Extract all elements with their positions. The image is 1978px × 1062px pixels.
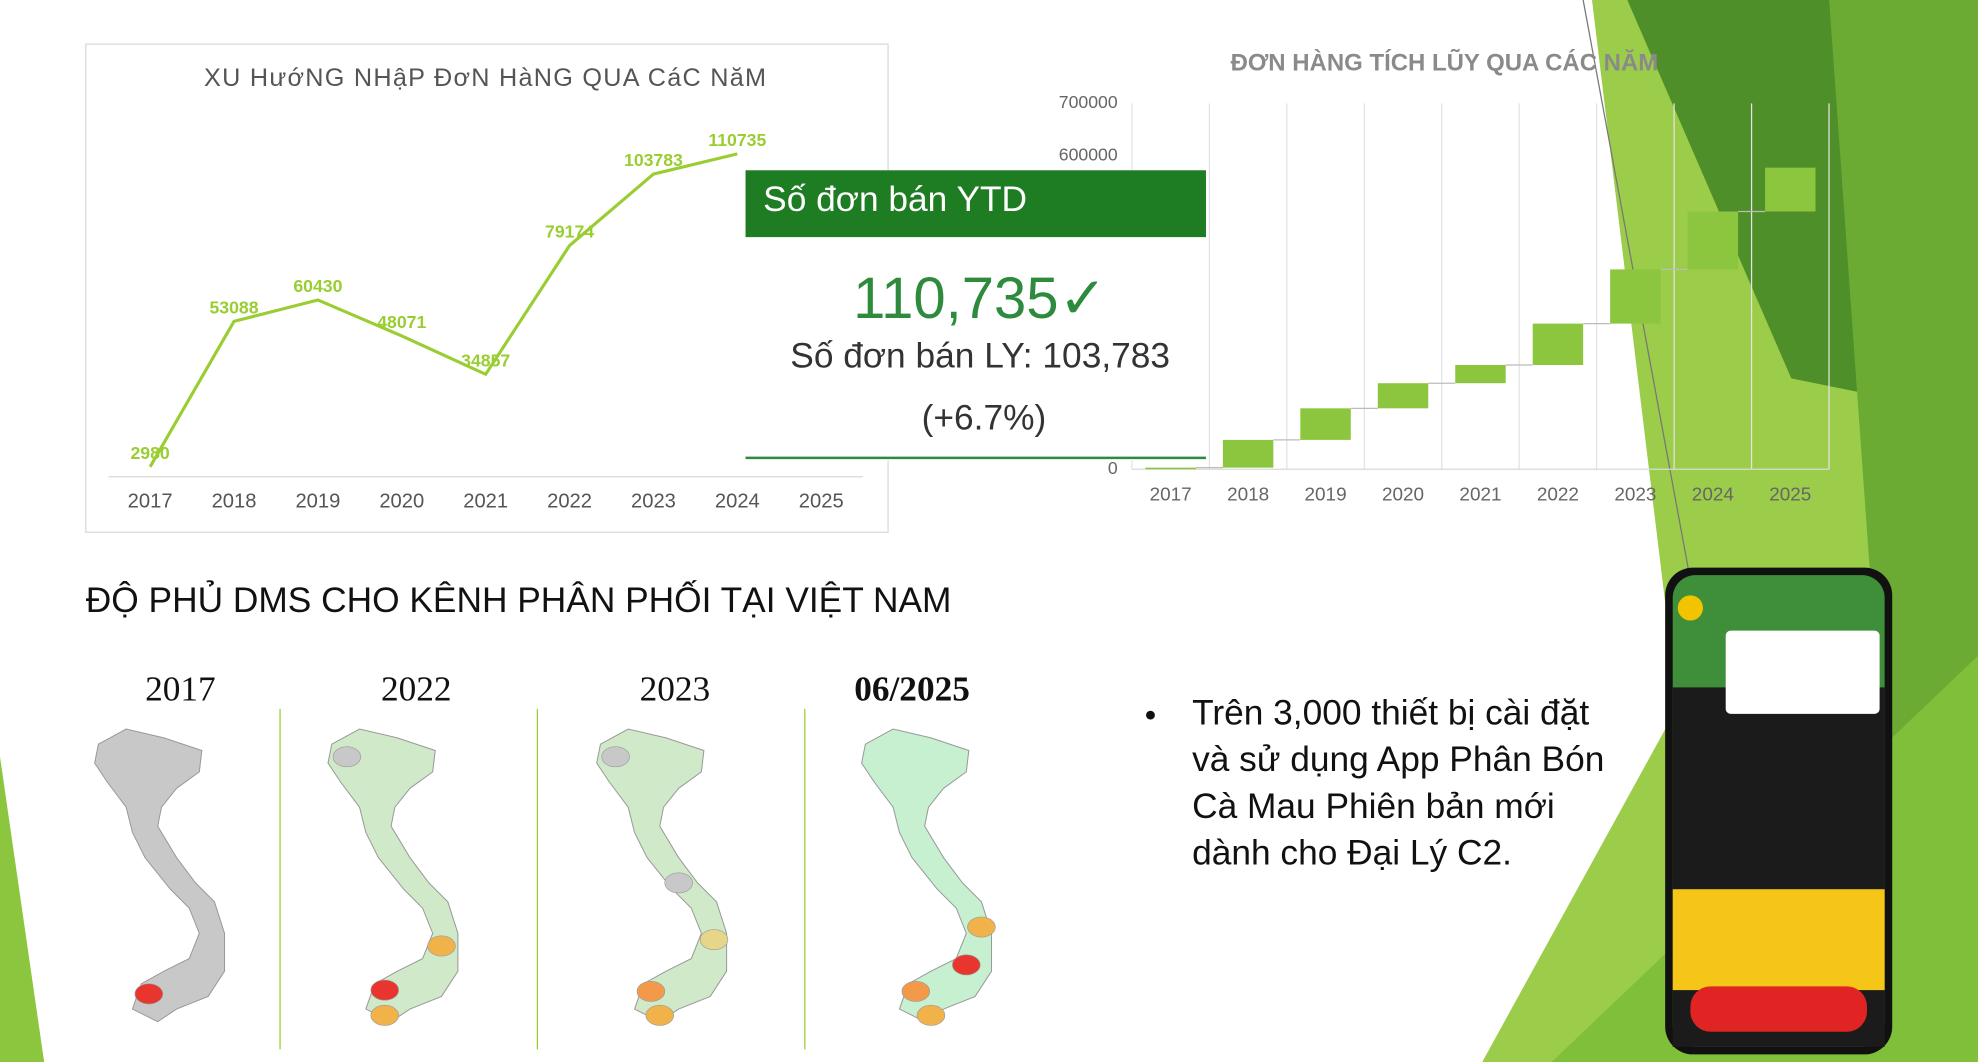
map-region <box>427 935 456 957</box>
map-region <box>664 872 693 894</box>
bar <box>1377 383 1429 409</box>
data-label: 48071 <box>377 312 426 332</box>
kpi-last-year: Số đơn bán LY: 103,783 <box>790 337 1170 376</box>
map-year: 06/2025 <box>854 670 970 709</box>
x-tick-label: 2020 <box>1382 485 1424 506</box>
bullet-line: và sử dụng App Phân Bón <box>1192 740 1604 779</box>
bar <box>1610 269 1661 324</box>
kpi-title: Số đơn bán YTD <box>763 180 1027 219</box>
x-tick-label: 2017 <box>1150 485 1192 506</box>
map-region <box>916 1004 946 1026</box>
bullet-line: Trên 3,000 thiết bị cài đặt <box>1192 693 1589 732</box>
data-label: 34857 <box>461 350 510 370</box>
phone-popup <box>1725 630 1880 714</box>
line-chart: 2017 2018 2019 2020 2021 2022 2023 2024 2025 2980… <box>108 130 863 512</box>
data-label: 79174 <box>545 222 594 242</box>
data-label: 103783 <box>624 150 683 170</box>
data-label: 2980 <box>130 443 169 463</box>
section-title: ĐỘ PHỦ DMS CHO KÊNH PHÂN PHỐI TẠI VIỆT N… <box>86 580 952 620</box>
x-tick-label: 2019 <box>295 490 340 512</box>
data-label: 60430 <box>293 276 342 296</box>
bar <box>1222 439 1274 468</box>
bullet-line: dành cho Đại Lý C2. <box>1192 833 1512 872</box>
data-label: 53088 <box>209 297 258 317</box>
map-region <box>636 980 666 1002</box>
phone-nav <box>1690 986 1867 1032</box>
bg-shape <box>0 756 45 1062</box>
y-tick-label: 0 <box>1108 458 1118 478</box>
x-tick-label: 2018 <box>212 490 257 512</box>
bullet-line: Cà Mau Phiên bản mới <box>1192 787 1555 826</box>
x-tick-label: 2019 <box>1305 485 1347 506</box>
map-year: 2022 <box>381 670 452 709</box>
map-shape <box>596 728 728 1023</box>
x-tick-label: 2025 <box>799 490 844 512</box>
bar <box>1145 467 1196 470</box>
coverage-maps: 2017 2022 2023 06/2025 <box>94 670 996 1050</box>
map-region <box>134 983 164 1005</box>
phone-logo <box>1677 595 1703 621</box>
data-label: 110735 <box>708 130 766 150</box>
chart-title: XU HướNG NHậP ĐơN HàNG QUA CáC NăM <box>204 64 767 92</box>
x-tick-label: 2018 <box>1227 485 1269 506</box>
map-region <box>901 980 931 1002</box>
bar <box>1765 167 1816 212</box>
map-region <box>952 954 981 976</box>
x-tick-label: 2023 <box>631 490 676 512</box>
x-tick-label: 2021 <box>1459 485 1501 506</box>
kpi-value: 110,735✓ <box>853 266 1107 331</box>
bullet-text: Trên 3,000 thiết bị cài đặt và sử dụng Ap… <box>1192 693 1604 872</box>
map-region <box>370 979 399 1001</box>
x-tick-label: 2020 <box>379 490 424 512</box>
x-tick-label: 2024 <box>715 490 760 512</box>
map-region <box>370 1004 399 1026</box>
y-tick-label: 600000 <box>1059 144 1118 164</box>
map-shape <box>327 728 459 1023</box>
map-region <box>332 746 362 768</box>
card-header <box>745 170 1206 238</box>
x-tick-label: 2017 <box>128 490 173 512</box>
map-shape <box>861 728 993 1023</box>
map-year: 2023 <box>640 670 711 709</box>
bar <box>1532 323 1584 365</box>
x-tick-label: 2022 <box>547 490 592 512</box>
bullet-dot <box>1146 710 1155 720</box>
map-region <box>645 1004 674 1026</box>
phone-banner <box>1672 889 1885 991</box>
map-year: 2017 <box>145 670 216 709</box>
phone <box>1665 567 1893 1055</box>
x-tick-label: 2023 <box>1614 485 1656 506</box>
map-region <box>967 916 996 938</box>
x-tick-label: 2022 <box>1537 485 1579 506</box>
map-region <box>601 746 630 768</box>
x-tick-label: 2024 <box>1692 485 1734 506</box>
chart-title: ĐƠN HÀNG TÍCH LŨY QUA CÁC NĂM <box>1231 49 1659 77</box>
bar <box>1300 408 1351 440</box>
y-tick-label: 700000 <box>1059 92 1118 112</box>
bar <box>1687 211 1739 270</box>
line-series <box>148 152 738 468</box>
map-region <box>699 929 729 951</box>
bar <box>1455 364 1506 384</box>
x-tick-label: 2021 <box>463 490 508 512</box>
map-shape <box>94 728 226 1023</box>
x-tick-label: 2025 <box>1769 485 1811 506</box>
kpi-change: (+6.7%) <box>922 398 1047 437</box>
kpi-card: Số đơn bán YTD 110,735✓ Số đơn bán LY: 1… <box>745 170 1206 461</box>
